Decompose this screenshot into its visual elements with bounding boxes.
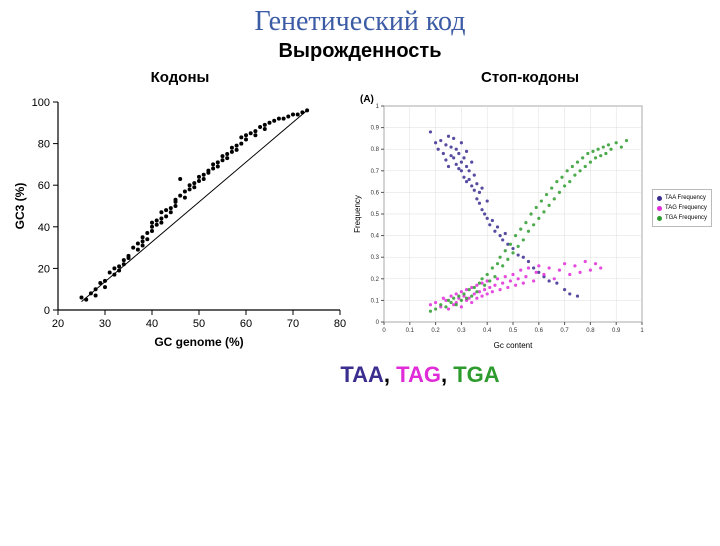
svg-text:0.8: 0.8 — [371, 147, 380, 153]
left-column: Кодоны 20304050607080020406080100GC geno… — [10, 69, 350, 352]
svg-text:0.9: 0.9 — [371, 126, 380, 132]
svg-text:40: 40 — [38, 222, 50, 234]
svg-text:50: 50 — [193, 318, 205, 330]
svg-text:0.9: 0.9 — [612, 328, 621, 334]
sep2: , — [441, 362, 453, 387]
svg-text:60: 60 — [38, 180, 50, 192]
svg-text:80: 80 — [38, 139, 50, 151]
stop-codons-caption: TAA, TAG, TGA — [120, 362, 720, 388]
svg-text:0.2: 0.2 — [431, 328, 440, 334]
legend-swatch — [657, 206, 662, 211]
svg-text:0.6: 0.6 — [535, 328, 544, 334]
svg-text:0.1: 0.1 — [371, 298, 380, 304]
svg-text:40: 40 — [146, 318, 158, 330]
legend-item: TAA Frequency — [657, 193, 707, 203]
svg-text:Frequency: Frequency — [353, 195, 362, 233]
page-title-main: Генетический код — [0, 6, 720, 38]
legend-swatch — [657, 196, 662, 201]
right-chart-label: Стоп-кодоны — [350, 69, 710, 86]
svg-text:70: 70 — [287, 318, 299, 330]
svg-text:0.5: 0.5 — [371, 212, 380, 218]
svg-text:(A): (A) — [360, 94, 374, 105]
charts-row: Кодоны 20304050607080020406080100GC geno… — [0, 69, 720, 352]
svg-text:0.7: 0.7 — [371, 169, 380, 175]
svg-text:Gc content: Gc content — [494, 341, 533, 350]
left-chart-label: Кодоны — [10, 69, 350, 86]
sep1: , — [384, 362, 396, 387]
svg-text:1: 1 — [376, 104, 380, 110]
svg-text:GC3 (%): GC3 (%) — [13, 183, 27, 230]
svg-text:30: 30 — [99, 318, 111, 330]
svg-text:1: 1 — [640, 328, 644, 334]
legend-swatch — [657, 216, 662, 221]
svg-text:100: 100 — [32, 97, 50, 109]
svg-text:GC genome (%): GC genome (%) — [154, 335, 243, 349]
svg-text:0.8: 0.8 — [586, 328, 595, 334]
right-column: Стоп-кодоны 0 0.1 0.2 0.3 0.4 0.5 0.6 0.7 0.8 0.9… — [350, 69, 710, 352]
page-title-sub: Вырожденность — [0, 40, 720, 63]
legend-label: TGA Frequency — [665, 213, 707, 223]
svg-text:0.5: 0.5 — [509, 328, 518, 334]
svg-text:0.4: 0.4 — [483, 328, 492, 334]
svg-text:0.6: 0.6 — [371, 190, 380, 196]
svg-text:60: 60 — [240, 318, 252, 330]
svg-text:0.3: 0.3 — [457, 328, 466, 334]
svg-text:0: 0 — [382, 328, 386, 334]
stop-codon-tag: TAG — [396, 362, 441, 387]
stop-codon-taa: TAA — [340, 362, 384, 387]
svg-text:0: 0 — [44, 305, 50, 317]
svg-text:0.7: 0.7 — [560, 328, 569, 334]
right-chart-legend: TAA FrequencyTAG FrequencyTGA Frequency — [652, 189, 712, 227]
svg-text:0: 0 — [376, 320, 380, 326]
svg-text:0.3: 0.3 — [371, 255, 380, 261]
legend-item: TAG Frequency — [657, 203, 707, 213]
legend-label: TAA Frequency — [665, 193, 706, 203]
svg-text:0.2: 0.2 — [371, 277, 380, 283]
svg-text:20: 20 — [52, 318, 64, 330]
svg-text:0.1: 0.1 — [406, 328, 415, 334]
legend-item: TGA Frequency — [657, 213, 707, 223]
legend-label: TAG Frequency — [665, 203, 707, 213]
svg-text:20: 20 — [38, 263, 50, 275]
svg-text:0.4: 0.4 — [371, 234, 380, 240]
right-chart: 0 0.1 0.2 0.3 0.4 0.5 0.6 0.7 0.8 0.9 1 0 0.1 0.2 0.3 0… — [350, 92, 650, 352]
stop-codon-tga: TGA — [453, 362, 499, 387]
svg-text:80: 80 — [334, 318, 346, 330]
left-chart: 20304050607080020406080100GC genome (%)G… — [10, 92, 350, 352]
